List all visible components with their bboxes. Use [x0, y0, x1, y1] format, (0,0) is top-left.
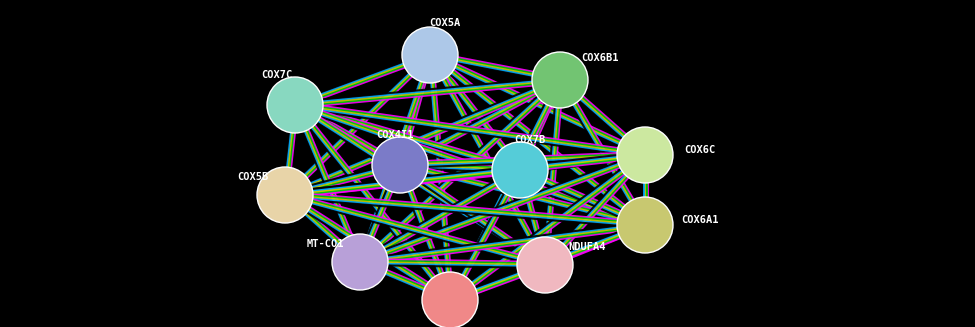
Circle shape — [257, 167, 313, 223]
Circle shape — [422, 272, 478, 327]
Circle shape — [532, 52, 588, 108]
Text: COX5A: COX5A — [429, 18, 460, 28]
Text: COX6C: COX6C — [684, 145, 716, 155]
Text: COX6B1: COX6B1 — [581, 53, 619, 63]
Text: COX5B: COX5B — [237, 172, 269, 182]
Circle shape — [267, 77, 323, 133]
Circle shape — [372, 137, 428, 193]
Text: COX6A1: COX6A1 — [682, 215, 719, 225]
Circle shape — [492, 142, 548, 198]
Circle shape — [617, 197, 673, 253]
Text: COX7C: COX7C — [261, 70, 292, 80]
Text: COX4I1: COX4I1 — [376, 130, 413, 140]
Text: COX7B: COX7B — [515, 135, 546, 145]
Circle shape — [517, 237, 573, 293]
Circle shape — [402, 27, 458, 83]
Circle shape — [617, 127, 673, 183]
Text: NDUFA4: NDUFA4 — [568, 242, 605, 252]
Text: MT-CO1: MT-CO1 — [306, 239, 344, 249]
Circle shape — [332, 234, 388, 290]
